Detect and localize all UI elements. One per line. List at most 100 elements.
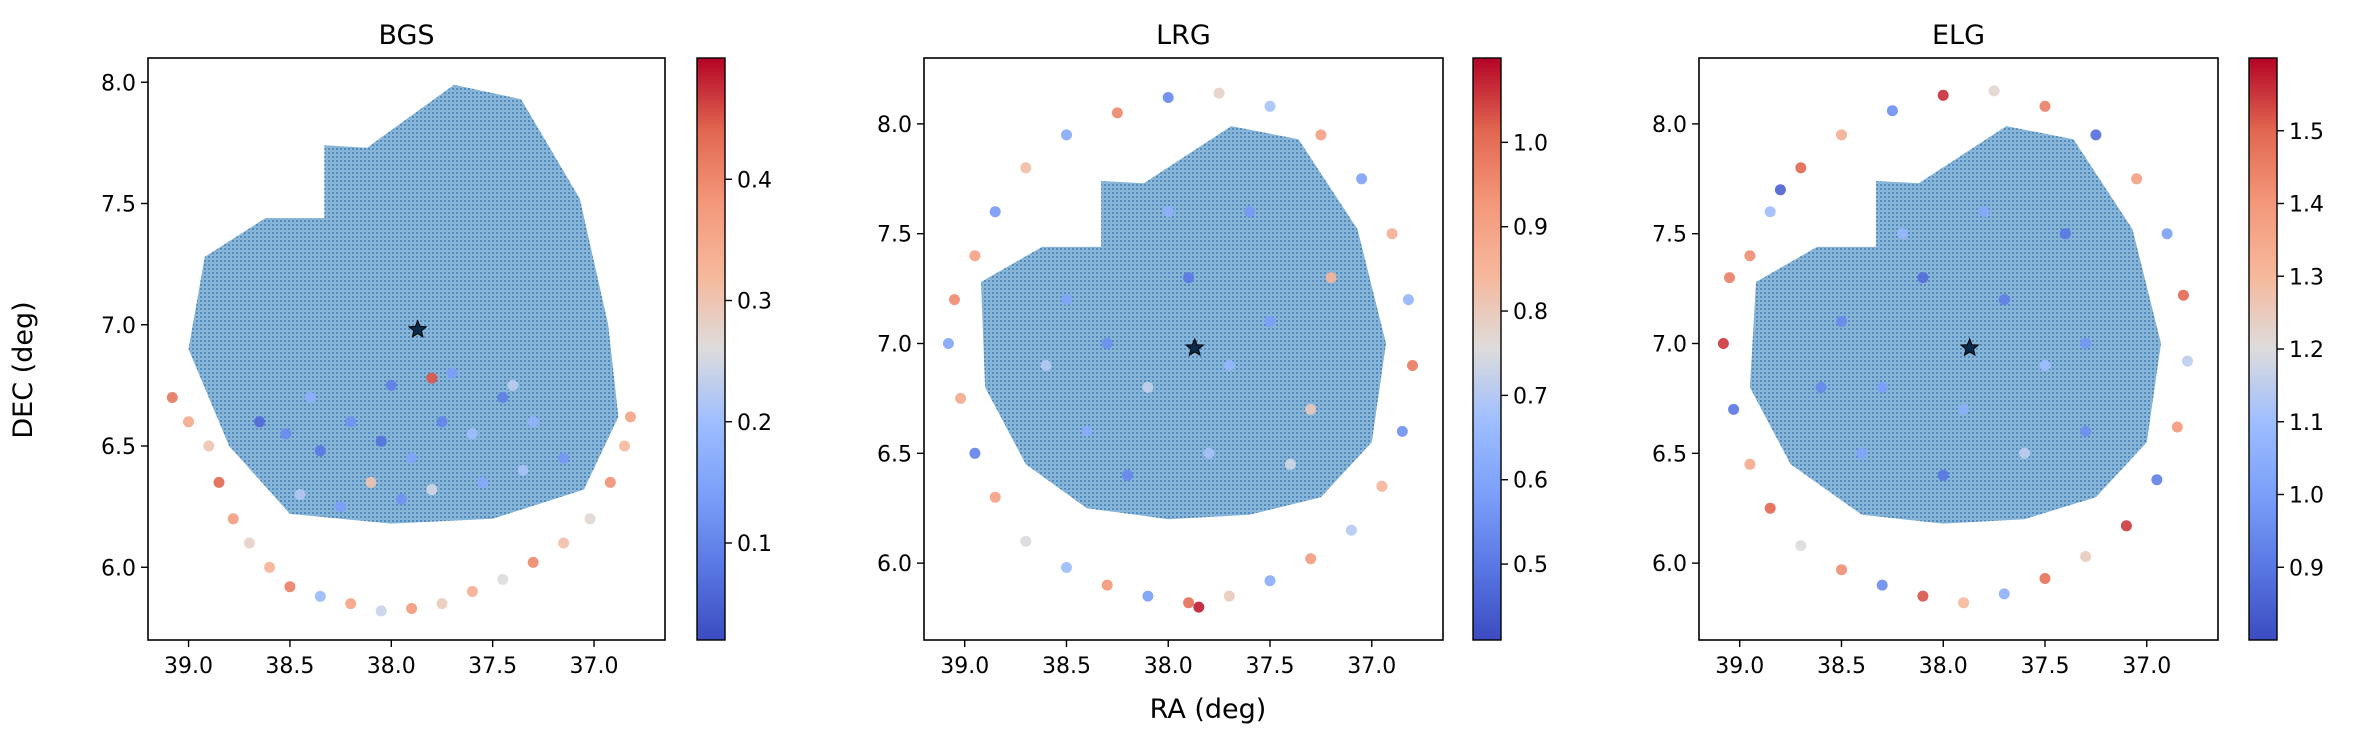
x-tick-label: 38.0	[367, 654, 416, 679]
colorbar	[2248, 57, 2278, 641]
scatter-point	[517, 464, 529, 476]
scatter-point	[1264, 575, 1276, 587]
x-tick-label: 37.0	[1347, 654, 1396, 679]
scatter-point	[1101, 579, 1113, 591]
panel-title: ELG	[1932, 20, 1985, 51]
scatter-point	[345, 416, 357, 428]
y-tick-label: 7.5	[877, 223, 912, 248]
scatter-point	[989, 491, 1001, 503]
scatter-point	[284, 581, 296, 593]
y-tick-label: 8.0	[1652, 113, 1687, 138]
scatter-point	[969, 250, 981, 262]
scatter-point	[2090, 129, 2102, 141]
scatter-point	[1978, 206, 1990, 218]
scatter-point	[584, 513, 596, 525]
scatter-point	[1305, 403, 1317, 415]
scatter-point	[1917, 272, 1929, 284]
scatter-point	[1213, 87, 1225, 99]
scatter-point	[1356, 173, 1368, 185]
scatter-point	[1020, 535, 1032, 547]
scatter-point	[1876, 579, 1888, 591]
scatter-point	[1020, 162, 1032, 174]
axes-frame	[923, 57, 1444, 641]
scatter-point	[2019, 447, 2031, 459]
scatter-point	[1876, 381, 1888, 393]
scatter-point	[1223, 360, 1235, 371]
scatter-point	[497, 573, 509, 585]
colorbar-tick-label: 0.9	[1513, 216, 1548, 241]
x-tick-label: 39.0	[940, 654, 989, 679]
colorbar	[696, 57, 726, 641]
colorbar-tick-label: 0.6	[1513, 469, 1548, 494]
center-star-marker	[1959, 337, 1980, 357]
scatter-point	[1836, 564, 1847, 576]
scatter-point	[436, 598, 448, 610]
x-tick-label: 38.5	[265, 654, 314, 679]
colorbar-tick-label: 0.9	[2289, 556, 2324, 581]
scatter-point	[1111, 107, 1123, 119]
panel-lrg: 39.0 38.5 38.0 37.5 37.0 6.0 6.5 7.0 7.5 8.0 LRG 0.…	[877, 20, 1548, 679]
scatter-point	[2039, 573, 2051, 584]
x-tick-label: 38.0	[1919, 654, 1968, 679]
colorbar-tick-label: 0.2	[737, 411, 772, 436]
y-tick-label: 6.0	[1652, 552, 1687, 577]
y-tick-label: 6.5	[101, 435, 136, 460]
scatter-point	[1101, 338, 1113, 349]
y-tick-label: 6.5	[1652, 442, 1687, 467]
scatter-point	[243, 537, 255, 549]
scatter-point	[1162, 92, 1174, 103]
x-tick-label: 38.5	[1817, 654, 1866, 679]
panel-title: BGS	[378, 20, 434, 51]
scatter-point	[2080, 338, 2092, 349]
scatter-point	[955, 392, 967, 404]
scatter-point	[477, 476, 488, 488]
colorbar-tick-label: 1.0	[2289, 484, 2324, 509]
scatter-point	[1856, 447, 1868, 459]
y-tick-label: 6.0	[877, 552, 912, 577]
axes-frame	[147, 57, 666, 641]
scatter-point	[949, 294, 960, 306]
scatter-point	[1142, 590, 1154, 602]
colorbar	[1472, 57, 1502, 641]
scatter-point	[619, 440, 630, 452]
scatter-point	[1958, 403, 1970, 415]
scatter-point	[2039, 360, 2051, 371]
scatter-point	[1284, 458, 1296, 470]
scatter-point	[1998, 294, 2010, 306]
scatter-point	[2177, 289, 2189, 301]
scatter-point	[1402, 294, 1414, 306]
scatter-point	[1264, 100, 1276, 112]
colorbar-tick-label: 1.0	[1513, 131, 1548, 156]
scatter-point	[1958, 597, 1970, 609]
scatter-point	[507, 379, 519, 391]
x-tick-label: 39.0	[1715, 654, 1764, 679]
scatter-point	[2151, 474, 2163, 486]
scatter-point	[2161, 228, 2173, 240]
scatter-point	[1815, 381, 1827, 393]
colorbar-tick-label: 0.1	[737, 532, 772, 557]
scatter-point	[1795, 162, 1807, 174]
scatter-point	[280, 428, 292, 440]
scatter-point	[1122, 469, 1133, 481]
y-tick-label: 8.0	[101, 71, 136, 96]
scatter-point	[1183, 597, 1195, 609]
scatter-point	[1937, 89, 1949, 101]
scatter-point	[527, 416, 539, 428]
scatter-point	[1795, 540, 1807, 552]
scatter-point	[1203, 447, 1215, 459]
scatter-point	[345, 598, 357, 610]
colorbar-tick-label: 1.2	[2289, 338, 2324, 363]
colorbar-tick-label: 0.7	[1513, 384, 1548, 409]
scatter-point	[406, 603, 418, 614]
scatter-point	[558, 537, 570, 549]
scatter-point	[2059, 228, 2071, 240]
scatter-point	[1836, 316, 1847, 327]
scatter-point	[466, 586, 478, 597]
scatter-point	[254, 416, 265, 428]
y-tick-label: 7.0	[877, 333, 912, 358]
axes-frame	[1698, 57, 2219, 641]
center-star-marker	[407, 319, 428, 338]
y-tick-label: 7.0	[101, 314, 136, 339]
scatter-point	[2182, 355, 2193, 367]
scatter-point	[1061, 294, 1072, 306]
